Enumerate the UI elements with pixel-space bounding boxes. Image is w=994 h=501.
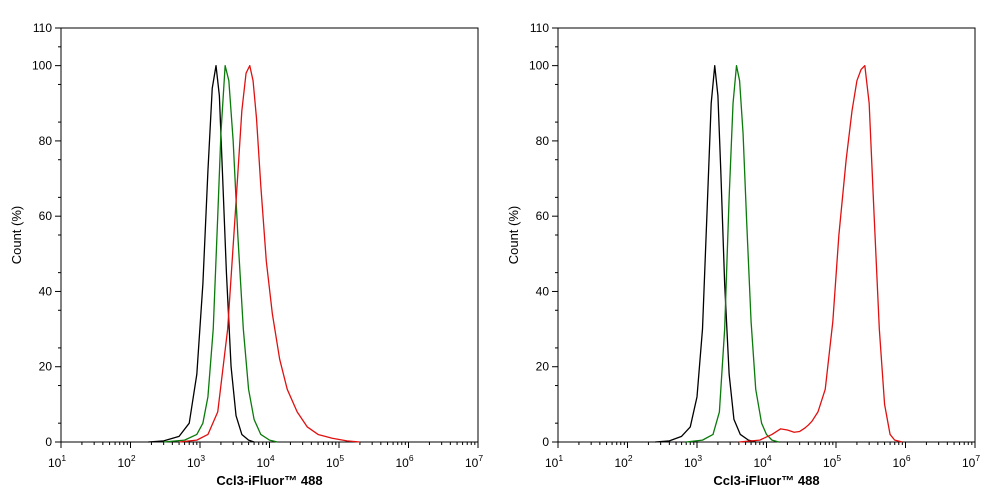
x-tick-label: 101 [545, 453, 563, 470]
x-tick-label: 102 [117, 453, 135, 470]
plot-frame [60, 27, 479, 443]
x-axis-label: Ccl3-iFluor™ 488 [216, 473, 322, 488]
y-tick-label: 40 [536, 284, 550, 298]
y-tick-label: 110 [33, 21, 52, 35]
x-tick-label: 105 [326, 453, 344, 470]
series-line-2 [179, 64, 360, 443]
series-line-2 [738, 64, 903, 443]
y-tick-label: 100 [529, 59, 549, 73]
x-tick-label: 103 [684, 453, 702, 470]
y-axis-label: Count (%) [506, 206, 521, 265]
y-tick-label: 0 [45, 435, 52, 449]
series-line-1 [686, 64, 779, 443]
chart-panel-right: 101 102 103 104 105 106 107 0 20 40 60 80 100 110 Ccl3… [506, 21, 980, 488]
y-tick-label: 60 [39, 209, 53, 223]
y-tick-label: 20 [39, 360, 53, 374]
y-tick-label: 110 [530, 21, 549, 35]
x-tick-label: 107 [465, 453, 483, 470]
x-tick-label: 106 [892, 453, 910, 470]
x-tick-label: 104 [256, 453, 274, 470]
y-tick-label: 80 [536, 134, 550, 148]
y-tick-label: 100 [32, 59, 52, 73]
x-tick-label: 103 [187, 453, 205, 470]
x-axis-label: Ccl3-iFluor™ 488 [713, 473, 819, 488]
y-tick-label: 40 [39, 284, 53, 298]
x-tick-label: 105 [823, 453, 841, 470]
chart-panel-left: 101 102 103 104 105 106 107 0 20 40 60 80 100 110 Ccl3… [9, 21, 483, 488]
plot-frame [557, 27, 976, 443]
series-line-1 [163, 64, 278, 443]
y-tick-label: 80 [39, 134, 53, 148]
y-tick-label: 60 [536, 209, 550, 223]
series-line-0 [148, 64, 255, 443]
x-tick-label: 104 [753, 453, 771, 470]
x-tick-label: 102 [614, 453, 632, 470]
y-tick-label: 0 [542, 435, 549, 449]
x-tick-label: 106 [395, 453, 413, 470]
y-axis-label: Count (%) [9, 206, 24, 265]
x-tick-label: 107 [962, 453, 980, 470]
x-tick-label: 101 [48, 453, 66, 470]
y-tick-label: 20 [536, 360, 550, 374]
series-line-0 [655, 64, 756, 443]
